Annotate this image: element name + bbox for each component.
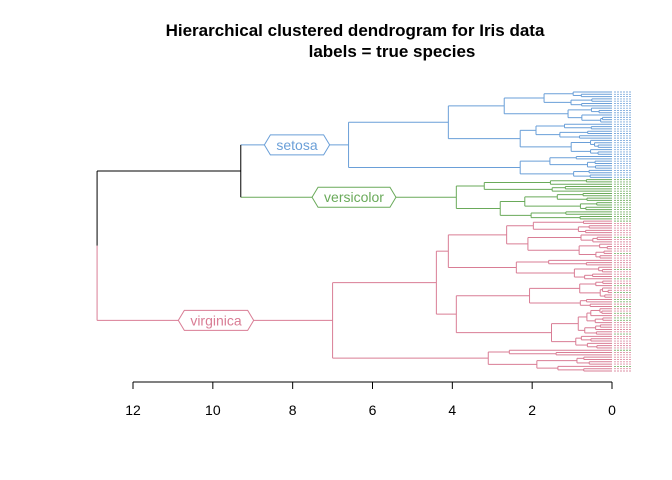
x-tick-label: 8 [289, 402, 297, 418]
x-tick-label: 6 [369, 402, 377, 418]
cluster-label-box [311, 186, 397, 208]
cluster-label-setosa: setosa [276, 137, 317, 153]
x-tick-label: 12 [125, 402, 141, 418]
cluster-labels: setosa versicolor virginica [177, 134, 397, 331]
x-tick-label: 0 [608, 402, 616, 418]
tree-branches [96, 91, 612, 372]
cluster-label-virginica: virginica [190, 312, 242, 328]
cluster-label-box [263, 134, 331, 156]
x-tick-label: 2 [528, 402, 536, 418]
chart-title: Hierarchical clustered dendrogram for Ir… [166, 21, 545, 40]
cluster-label-versicolor: versicolor [324, 189, 384, 205]
chart-subtitle: labels = true species [309, 42, 476, 61]
x-tick-label: 10 [205, 402, 221, 418]
x-tick-label: 4 [448, 402, 456, 418]
cluster-label-box [177, 309, 255, 331]
x-axis: 12 10 8 6 4 2 0 [125, 381, 616, 418]
leaf-labels [614, 91, 631, 372]
